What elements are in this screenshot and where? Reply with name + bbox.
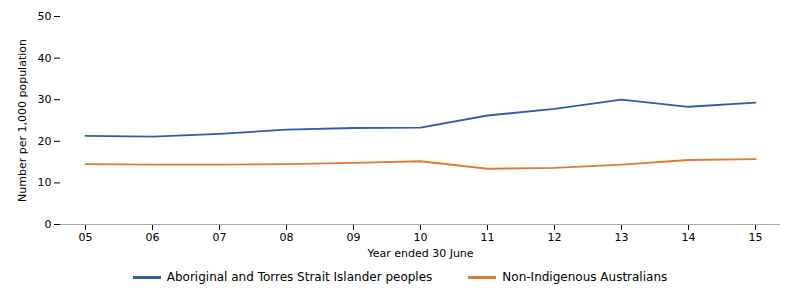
svg-text:Number per 1,000 population: Number per 1,000 population [16, 39, 29, 202]
svg-text:13: 13 [615, 231, 629, 244]
svg-text:12: 12 [548, 231, 562, 244]
svg-text:06: 06 [146, 231, 160, 244]
svg-text:11: 11 [481, 231, 495, 244]
svg-text:20: 20 [38, 135, 52, 148]
svg-text:14: 14 [682, 231, 696, 244]
html-text:Aboriginal and Torres Strait I: Aboriginal and Torres Strait Islander pe… [166, 270, 433, 284]
svg-text:40: 40 [38, 52, 52, 65]
svg-text:Year ended 30 June: Year ended 30 June [366, 247, 473, 260]
svg-text:08: 08 [280, 231, 294, 244]
svg-text:30: 30 [38, 93, 52, 106]
svg-text:15: 15 [749, 231, 763, 244]
html-text:Non-Indigenous Australians: Non-Indigenous Australians [502, 270, 668, 284]
svg-text:50: 50 [38, 10, 52, 23]
svg-text:0: 0 [45, 218, 52, 231]
svg-text:10: 10 [414, 231, 428, 244]
svg-text:07: 07 [213, 231, 227, 244]
svg-text:09: 09 [347, 231, 361, 244]
svg-text:10: 10 [38, 176, 52, 189]
svg-text:05: 05 [79, 231, 93, 244]
